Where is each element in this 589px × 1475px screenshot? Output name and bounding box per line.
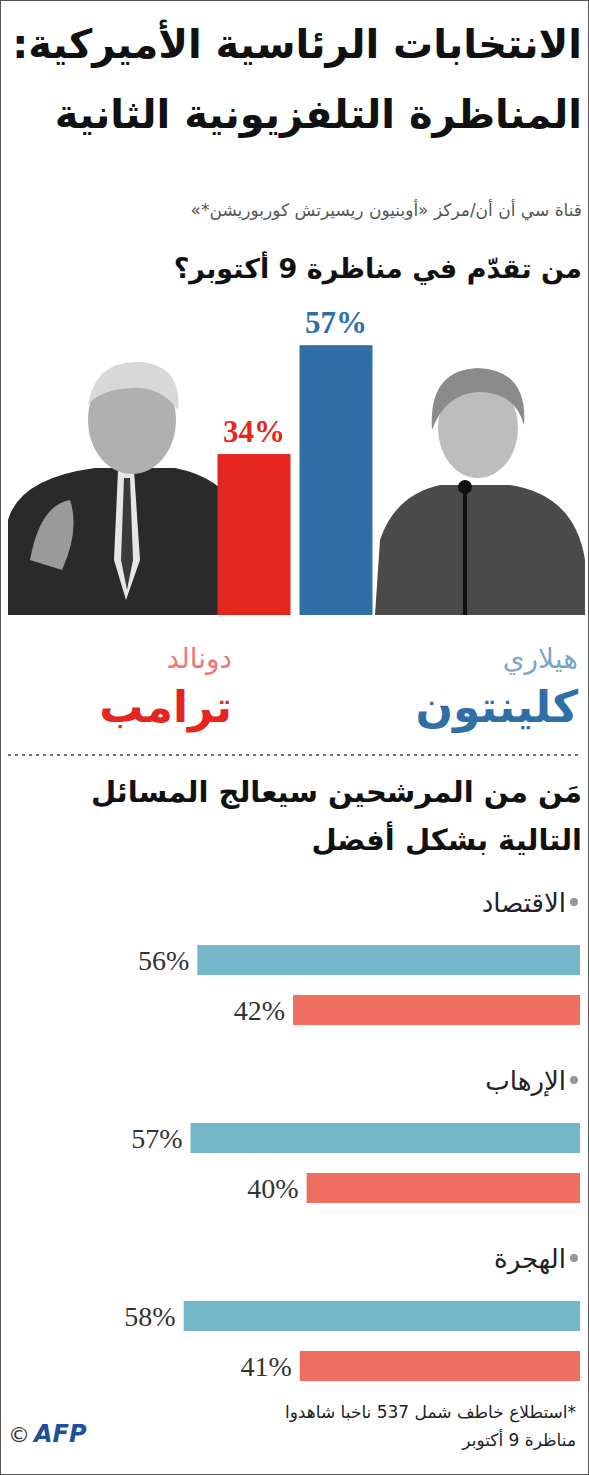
footnote-line: *استطلاع خاطف شمل 537 ناخبا شاهدوا	[285, 1402, 576, 1423]
bar	[218, 454, 291, 615]
data-label: 40%	[247, 1173, 298, 1204]
data-label: 58%	[124, 1301, 175, 1332]
category-label: دونالد ترامب	[99, 642, 232, 733]
bullet	[570, 1076, 578, 1084]
credit-symbol: ©	[8, 1422, 30, 1447]
bar	[300, 345, 373, 615]
photo	[88, 362, 178, 410]
bullet	[570, 898, 578, 906]
data-label: 57%	[305, 305, 367, 340]
photo	[8, 468, 242, 615]
bar	[293, 995, 580, 1025]
photo	[121, 478, 133, 590]
source: قناة سي أن أن/مركز «أوبنيون ريسيرتش كورب…	[191, 199, 582, 221]
photo	[432, 368, 525, 430]
hbars	[184, 945, 580, 1381]
footnote: *استطلاع خاطف شمل 537 ناخبا شاهدوا مناظرة…	[285, 1402, 576, 1450]
data-label: 41%	[241, 1351, 292, 1382]
frame	[1, 1, 589, 1475]
bar	[184, 1301, 580, 1331]
infographic: الانتخابات الرئاسية الأميركية: المناظرة ا…	[0, 0, 589, 1475]
credit-agency: AFP	[32, 1420, 87, 1448]
data-label: 56%	[138, 945, 189, 976]
chart-title: مَن من المرشحين سيعالج المسائل التالية بش…	[91, 775, 582, 857]
category-label: هيلاري كلينتون	[415, 642, 578, 733]
category-label: الإرهاب	[485, 1066, 566, 1097]
bars	[218, 345, 373, 615]
photos	[8, 362, 585, 615]
title: الانتخابات الرئاسية الأميركية:	[12, 19, 582, 68]
credit: ©AFP	[8, 1420, 87, 1448]
data-label: 57%	[131, 1123, 182, 1154]
last-name: كلينتون	[415, 681, 578, 733]
footnote-line: مناظرة 9 أكتوبر	[461, 1429, 576, 1450]
photo	[458, 480, 472, 494]
chart-title-line: مَن من المرشحين سيعالج المسائل	[91, 775, 582, 809]
subtitle: المناظرة التلفزيونية الثانية	[55, 91, 582, 138]
category-label: الاقتصاد	[482, 888, 566, 918]
first-name: هيلاري	[503, 642, 578, 675]
separator	[8, 754, 580, 756]
bullet	[570, 1254, 578, 1262]
bar	[191, 1123, 581, 1153]
category-label: الهجرة	[494, 1244, 566, 1275]
photo	[375, 485, 585, 615]
data-label: 42%	[234, 995, 285, 1026]
first-name: دونالد	[166, 642, 232, 675]
photo	[114, 470, 140, 600]
bar	[197, 945, 580, 975]
bar	[307, 1173, 580, 1203]
last-name: ترامب	[99, 681, 232, 733]
photo	[30, 500, 74, 570]
chart-title-line: التالية بشكل أفضل	[311, 821, 582, 857]
bar	[300, 1351, 580, 1381]
chart-title: من تقدّم في مناظرة 9 أكتوبر؟	[174, 251, 582, 285]
data-label: 34%	[223, 414, 285, 449]
photo	[463, 490, 467, 615]
